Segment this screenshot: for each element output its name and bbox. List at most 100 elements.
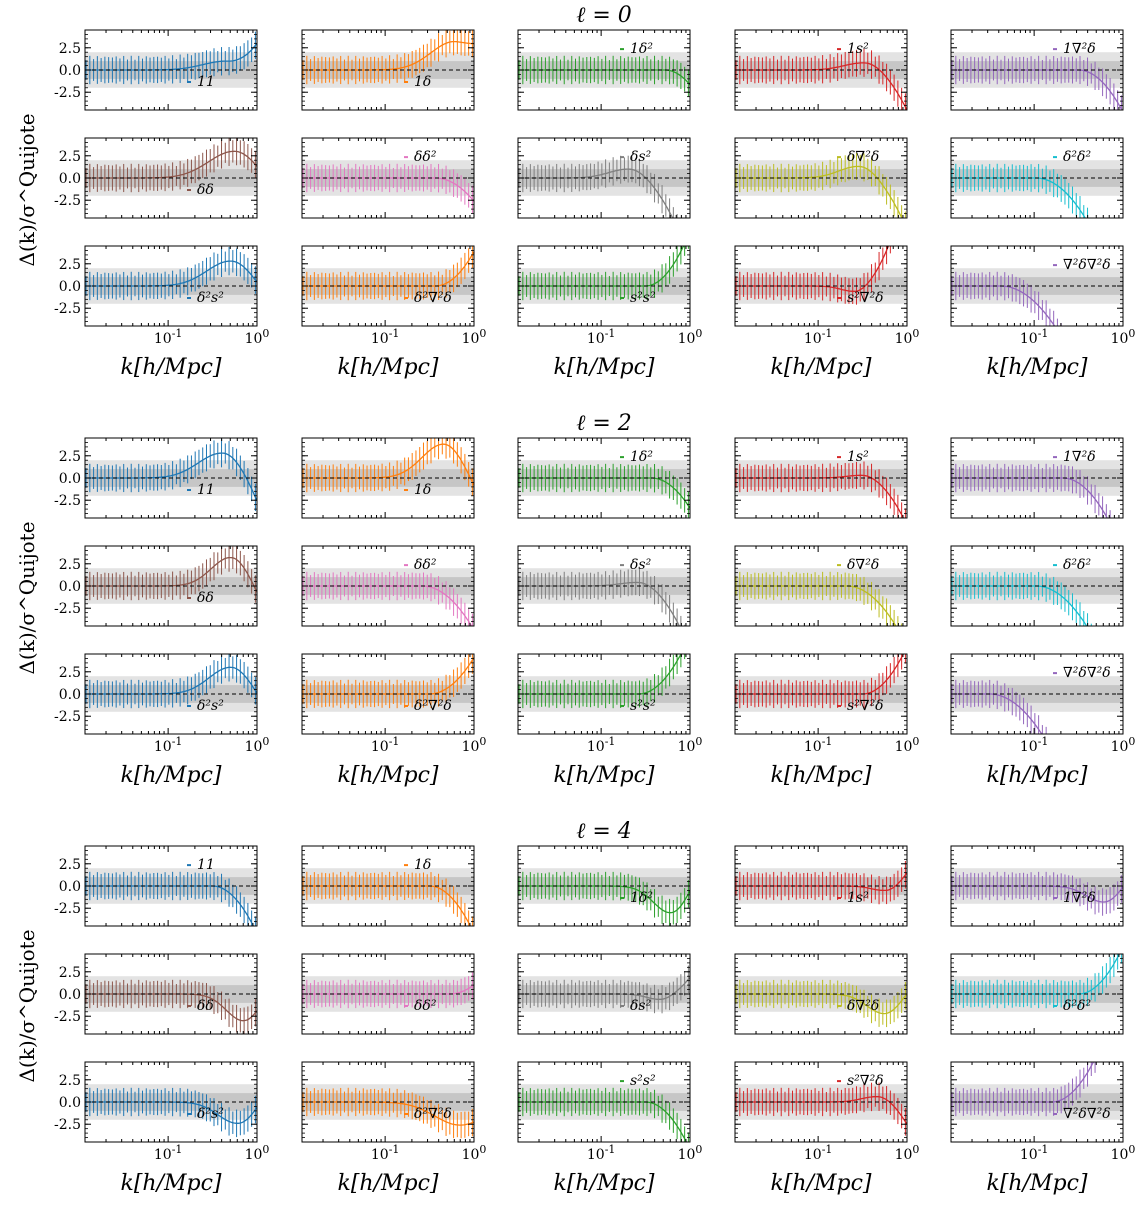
- legend: δδ: [187, 590, 214, 606]
- legend: 11: [187, 857, 215, 873]
- legend-label: s²∇²δ: [847, 290, 884, 306]
- x-tick-label: 10-1: [154, 327, 183, 347]
- legend-label: 1s²: [847, 449, 869, 465]
- y-tick-label: -2.5: [54, 85, 81, 101]
- legend-label: 1δ: [414, 482, 431, 498]
- subplot: δδ²: [301, 137, 475, 219]
- legend-label: δ²s²: [197, 290, 224, 306]
- legend-label: δ²δ²: [1063, 557, 1091, 573]
- x-tick-label: 100: [895, 327, 920, 347]
- y-axis-label: Δ(k)/σ^Quijote: [15, 521, 39, 674]
- x-tick-label: 10-1: [1020, 327, 1049, 347]
- subplot: δ∇²δ: [734, 137, 908, 219]
- series: [85, 247, 257, 301]
- subplot: 10-1 100 k[h/Mpc] s²s²: [517, 653, 702, 788]
- series: [518, 654, 686, 709]
- subplot: 1s²: [734, 29, 908, 111]
- legend-label: ∇²δ∇²δ: [1063, 665, 1111, 681]
- y-tick-label: 0.0: [59, 879, 81, 895]
- legend: δδ²: [404, 557, 437, 573]
- legend-label: s²s²: [630, 698, 656, 714]
- legend-label: 1∇²δ: [1063, 41, 1096, 57]
- subplot: 1δ²: [517, 29, 691, 111]
- legend-label: 11: [197, 857, 215, 873]
- x-tick-label: 10-1: [804, 735, 833, 755]
- y-tick-label: 0.0: [59, 279, 81, 295]
- legend: δs²: [620, 149, 652, 165]
- legend: s²s²: [620, 698, 656, 714]
- subplot: 2.5 0.0 -2.5 11: [54, 29, 258, 111]
- legend-label: s²∇²δ: [847, 698, 884, 714]
- series: [735, 48, 907, 110]
- legend: 1∇²δ: [1053, 449, 1096, 465]
- subplot: 2.5 0.0 -2.5 δδ: [54, 137, 258, 219]
- legend: 1δ: [404, 74, 431, 90]
- legend-label: δδ²: [414, 149, 437, 165]
- legend-label: 11: [197, 482, 215, 498]
- y-tick-label: -2.5: [54, 601, 81, 617]
- subplot: δ∇²δ: [734, 545, 908, 627]
- x-axis-label: k[h/Mpc]: [553, 355, 654, 380]
- legend-label: δ∇²δ: [847, 149, 879, 165]
- legend: δ²δ²: [1053, 557, 1091, 573]
- y-tick-label: -2.5: [54, 493, 81, 509]
- legend: δ∇²δ: [837, 557, 879, 573]
- y-tick-label: 2.5: [59, 257, 81, 273]
- legend-label: 1δ²: [630, 449, 653, 465]
- y-tick-label: 2.5: [59, 665, 81, 681]
- block-title: ℓ = 0: [576, 3, 632, 28]
- subplot: 1s²: [734, 845, 908, 927]
- subplot: 1δ²: [517, 437, 691, 519]
- legend: 1δ²: [620, 41, 653, 57]
- subplot: δ²δ²: [950, 545, 1124, 627]
- subplot: 1δ: [301, 437, 475, 519]
- y-tick-label: 0.0: [59, 471, 81, 487]
- legend: s²∇²δ: [837, 698, 884, 714]
- x-tick-label: 10-1: [587, 735, 616, 755]
- legend-label: δ∇²δ: [847, 557, 879, 573]
- subplot: 2.5 0.0 -2.5 10-1 100 k[h/Mpc] δ²s²: [54, 245, 270, 380]
- legend: ∇²δ∇²δ: [1053, 257, 1111, 273]
- legend: δs²: [620, 557, 652, 573]
- legend: 1s²: [837, 41, 869, 57]
- legend: δ²s²: [187, 290, 224, 306]
- x-axis-label: k[h/Mpc]: [986, 763, 1087, 788]
- subplot: 1δ: [301, 29, 475, 111]
- legend: ∇²δ∇²δ: [1053, 665, 1111, 681]
- x-tick-label: 100: [1111, 327, 1136, 347]
- x-tick-label: 100: [245, 327, 270, 347]
- legend-label: δδ²: [414, 557, 437, 573]
- subplot: 10-1 100 k[h/Mpc] δ²∇²δ: [301, 653, 486, 788]
- x-axis-label: k[h/Mpc]: [553, 763, 654, 788]
- x-axis-label: k[h/Mpc]: [770, 763, 871, 788]
- x-axis-label: k[h/Mpc]: [120, 355, 221, 380]
- x-tick-label: 100: [1111, 735, 1136, 755]
- legend-label: s²s²: [630, 290, 656, 306]
- x-tick-label: 10-1: [154, 735, 183, 755]
- subplot: 10-1 100 k[h/Mpc] s²∇²δ: [734, 245, 920, 380]
- y-tick-label: 2.5: [59, 149, 81, 165]
- subplot: 2.5 0.0 -2.5 11: [54, 845, 258, 927]
- legend-label: δ²s²: [197, 698, 224, 714]
- x-tick-label: 10-1: [371, 735, 400, 755]
- subplot: 1δ: [301, 845, 475, 927]
- y-tick-label: -2.5: [54, 301, 81, 317]
- y-tick-label: 2.5: [59, 965, 81, 981]
- x-tick-label: 10-1: [371, 327, 400, 347]
- y-tick-label: 0.0: [59, 687, 81, 703]
- subplot: 1∇²δ: [950, 845, 1124, 927]
- y-tick-label: 0.0: [59, 987, 81, 1003]
- series: [735, 152, 906, 218]
- x-axis-label: k[h/Mpc]: [337, 355, 438, 380]
- subplot: 10-1 100 k[h/Mpc] ∇²δ∇²δ: [950, 653, 1136, 788]
- x-tick-label: 100: [895, 735, 920, 755]
- y-tick-label: 2.5: [59, 857, 81, 873]
- x-axis-label: k[h/Mpc]: [120, 763, 221, 788]
- legend-label: δδ: [197, 182, 214, 198]
- y-tick-label: 0.0: [59, 63, 81, 79]
- legend: 1s²: [837, 449, 869, 465]
- legend: 1∇²δ: [1053, 890, 1096, 906]
- legend-label: 1δ²: [630, 890, 653, 906]
- block-title: ℓ = 2: [576, 411, 632, 436]
